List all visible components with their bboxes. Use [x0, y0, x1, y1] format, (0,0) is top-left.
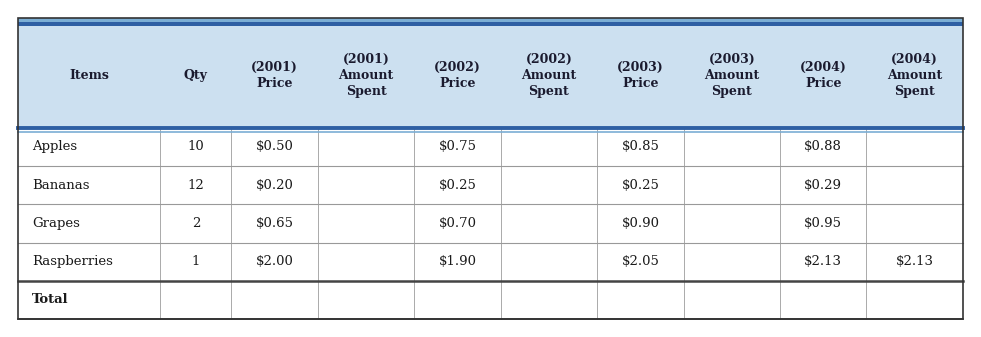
Text: 2: 2	[191, 217, 200, 230]
Text: Qty: Qty	[183, 68, 208, 82]
Text: (2002)
Price: (2002) Price	[434, 61, 481, 90]
Text: Bananas: Bananas	[32, 179, 89, 192]
Text: (2004)
Price: (2004) Price	[800, 61, 847, 90]
Text: (2004)
Amount
Spent: (2004) Amount Spent	[887, 53, 943, 97]
Text: $0.95: $0.95	[804, 217, 843, 230]
Text: (2003)
Price: (2003) Price	[617, 61, 664, 90]
Text: 12: 12	[187, 179, 204, 192]
Text: Apples: Apples	[32, 141, 77, 153]
Text: (2001)
Price: (2001) Price	[251, 61, 298, 90]
Text: Total: Total	[32, 294, 69, 306]
Text: $0.25: $0.25	[439, 179, 477, 192]
Text: $0.85: $0.85	[621, 141, 659, 153]
Text: $0.90: $0.90	[621, 217, 659, 230]
Bar	[18, 18, 963, 319]
Text: $2.13: $2.13	[896, 255, 934, 268]
Text: $0.75: $0.75	[439, 141, 477, 153]
Bar	[18, 18, 963, 319]
Text: Grapes: Grapes	[32, 217, 80, 230]
Text: (2002)
Amount
Spent: (2002) Amount Spent	[521, 53, 577, 97]
Text: $0.25: $0.25	[621, 179, 659, 192]
Text: $0.50: $0.50	[256, 141, 293, 153]
Text: (2003)
Amount
Spent: (2003) Amount Spent	[704, 53, 759, 97]
Text: $0.20: $0.20	[256, 179, 293, 192]
Text: $0.65: $0.65	[256, 217, 293, 230]
Bar	[18, 26, 963, 128]
Text: $0.70: $0.70	[439, 217, 477, 230]
Text: $1.90: $1.90	[439, 255, 477, 268]
Text: Raspberries: Raspberries	[32, 255, 113, 268]
Bar	[18, 22, 963, 26]
Bar	[18, 18, 963, 26]
Text: $2.13: $2.13	[804, 255, 843, 268]
Text: $0.29: $0.29	[804, 179, 843, 192]
Text: (2001)
Amount
Spent: (2001) Amount Spent	[338, 53, 393, 97]
Text: $0.88: $0.88	[804, 141, 843, 153]
Text: $2.00: $2.00	[256, 255, 293, 268]
Text: Items: Items	[70, 68, 109, 82]
Text: 1: 1	[191, 255, 200, 268]
Text: 10: 10	[187, 141, 204, 153]
Text: $2.05: $2.05	[621, 255, 659, 268]
